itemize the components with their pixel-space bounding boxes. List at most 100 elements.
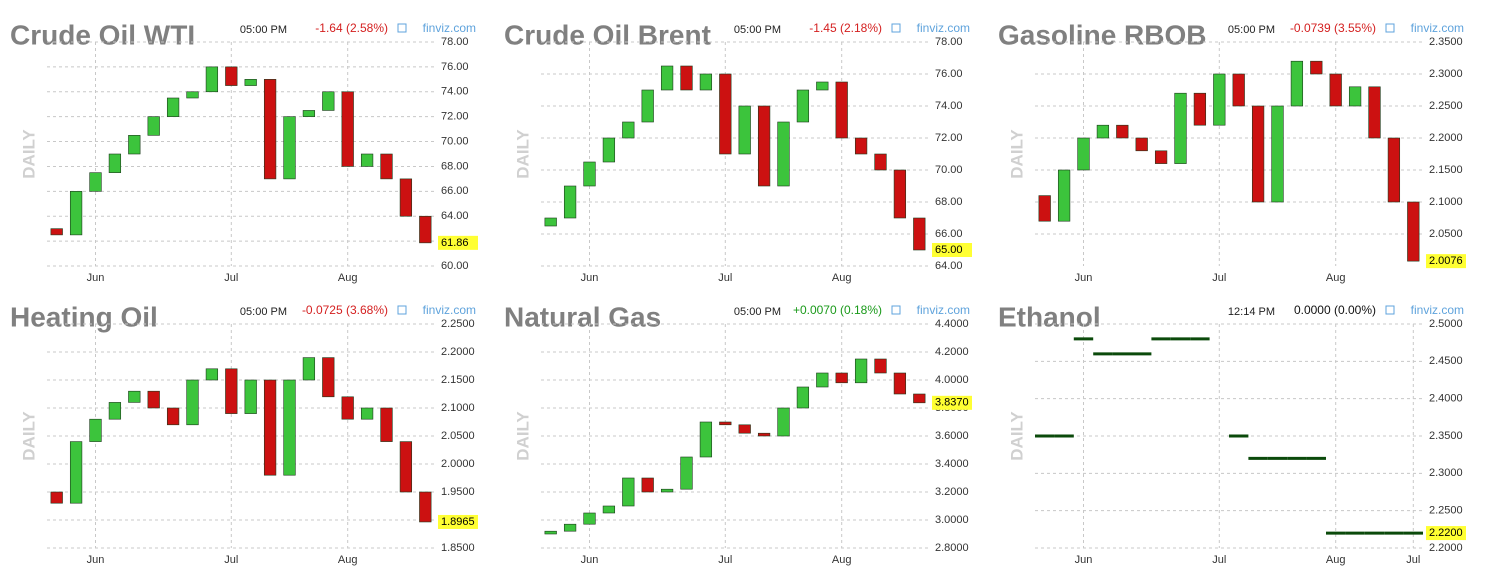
candle — [1193, 92, 1207, 126]
candle — [563, 523, 577, 532]
candle — [913, 217, 926, 251]
last-price-box — [932, 395, 972, 410]
last-price-box — [1426, 254, 1466, 269]
y-tick-label: 68.00 — [441, 160, 469, 172]
y-tick-label: 66.00 — [441, 185, 469, 197]
source: finviz.com — [423, 303, 476, 317]
candle — [1368, 86, 1381, 139]
candle — [854, 137, 868, 155]
y-tick-label: 64.00 — [935, 260, 963, 272]
y-tick-label: 2.3000 — [1429, 467, 1463, 479]
y-tick-label: 2.0500 — [1429, 228, 1463, 240]
last-price-label: 2.0076 — [1429, 255, 1463, 267]
side-label: DAILY — [19, 129, 38, 179]
candle — [205, 66, 219, 93]
candle — [166, 407, 180, 426]
last-price-box — [932, 243, 972, 257]
candle — [1213, 73, 1226, 126]
candle — [583, 161, 596, 187]
candle — [302, 357, 316, 381]
panel-title: Heating Oil — [10, 301, 158, 332]
candle — [874, 358, 887, 374]
candle — [796, 386, 810, 409]
candle — [147, 390, 160, 409]
x-tick-label: Aug — [338, 272, 358, 284]
candle — [89, 418, 102, 442]
y-tick-label: 74.00 — [935, 100, 963, 112]
panel: Ethanol 12:14 PM 0.0000 (0.00%) finviz.com D… — [998, 301, 1466, 566]
last-price-box — [1426, 526, 1466, 541]
side-label: DAILY — [513, 129, 532, 179]
candle — [757, 105, 771, 187]
candle — [641, 477, 654, 493]
time: 05:00 PM — [240, 306, 287, 318]
source-icon — [397, 305, 407, 315]
panel-title: Natural Gas — [504, 301, 661, 332]
candle — [854, 358, 868, 384]
y-tick-label: 2.1000 — [1429, 196, 1463, 208]
candle — [322, 357, 335, 398]
candle — [1057, 169, 1071, 222]
candle — [602, 137, 616, 163]
y-tick-label: 2.1500 — [1429, 164, 1463, 176]
candle — [380, 407, 393, 442]
y-tick-label: 2.0000 — [441, 458, 475, 470]
panel-title: Crude Oil WTI — [10, 19, 195, 50]
y-tick-label: 60.00 — [441, 260, 469, 272]
x-tick-label: Jun — [1075, 272, 1093, 284]
change: 0.0000 (0.00%) — [1294, 303, 1376, 317]
candle — [186, 91, 199, 99]
candle — [738, 424, 751, 434]
y-tick-label: 2.3000 — [1429, 68, 1463, 80]
candle — [1135, 137, 1148, 152]
candle — [1077, 137, 1090, 171]
candle — [205, 368, 219, 381]
x-tick-label: Jun — [87, 272, 105, 284]
y-tick-label: 3.4000 — [935, 458, 969, 470]
change: +0.0070 (0.18%) — [793, 303, 882, 317]
x-tick-label: Jun — [1075, 554, 1093, 566]
x-tick-label: Jun — [581, 272, 599, 284]
source-icon — [1385, 305, 1395, 315]
y-tick-label: 4.0000 — [935, 374, 969, 386]
y-tick-label: 2.3500 — [1429, 36, 1463, 48]
last-price-box — [438, 235, 478, 250]
candle — [583, 512, 596, 525]
source-icon — [1385, 23, 1395, 33]
y-tick-label: 2.0500 — [441, 430, 475, 442]
candle — [108, 402, 122, 420]
change: -0.0725 (3.68%) — [302, 303, 388, 317]
last-price-label: 3.8370 — [935, 397, 969, 409]
y-tick-label: 4.2000 — [935, 346, 969, 358]
last-price-label: 65.00 — [935, 244, 963, 256]
candle — [719, 421, 732, 426]
candle — [50, 491, 63, 504]
candle — [699, 73, 713, 91]
candle — [796, 89, 810, 123]
y-tick-label: 3.6000 — [935, 430, 969, 442]
x-tick-label: Jun — [87, 554, 105, 566]
source: finviz.com — [917, 21, 970, 35]
candle — [283, 379, 296, 476]
y-tick-label: 70.00 — [935, 164, 963, 176]
time: 12:14 PM — [1228, 306, 1275, 318]
time: 05:00 PM — [1228, 24, 1275, 36]
y-tick-label: 1.9500 — [441, 486, 475, 498]
y-tick-label: 2.2500 — [1429, 505, 1463, 517]
y-tick-label: 2.2500 — [441, 318, 475, 330]
candle — [128, 390, 141, 403]
candle — [360, 153, 374, 167]
y-tick-label: 64.00 — [441, 210, 469, 222]
candle — [874, 153, 887, 171]
candle — [322, 91, 335, 111]
y-tick-label: 74.00 — [441, 86, 469, 98]
candle — [399, 178, 413, 217]
y-tick-label: 3.2000 — [935, 486, 969, 498]
candle — [544, 217, 557, 227]
candle — [419, 491, 432, 523]
candle — [263, 79, 277, 180]
side-label: DAILY — [1007, 129, 1026, 179]
source-icon — [891, 305, 901, 315]
